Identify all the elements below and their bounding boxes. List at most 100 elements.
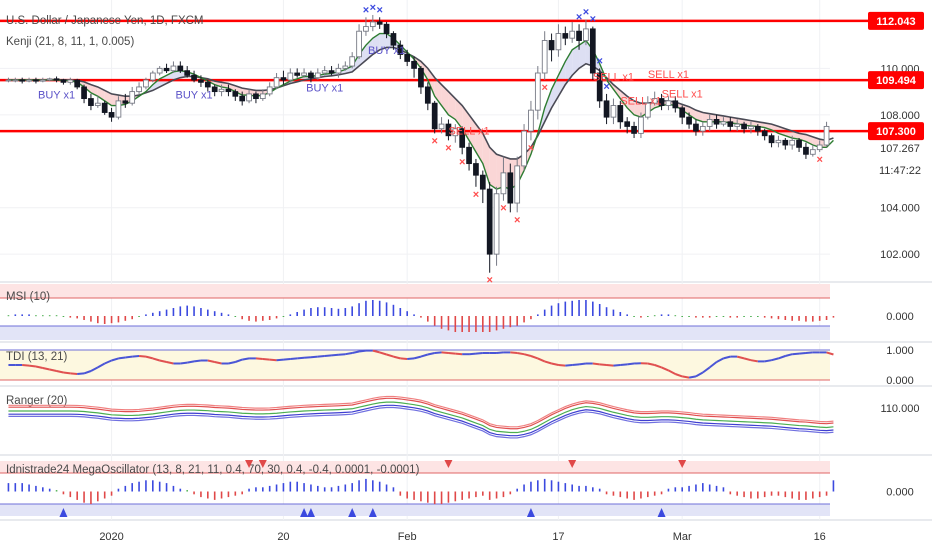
candle[interactable] (596, 68, 603, 108)
candle[interactable] (589, 26, 596, 80)
candle[interactable] (768, 133, 775, 148)
candle[interactable] (46, 77, 53, 82)
candle[interactable] (521, 124, 527, 171)
candle[interactable] (136, 82, 142, 94)
candle[interactable] (466, 142, 472, 171)
candle[interactable] (342, 61, 349, 71)
candle[interactable] (129, 86, 136, 106)
candle[interactable] (101, 100, 108, 115)
candle[interactable] (775, 135, 782, 148)
candle[interactable] (39, 77, 46, 83)
candle[interactable] (782, 138, 789, 150)
candle[interactable] (699, 121, 706, 136)
candle[interactable] (514, 156, 521, 213)
candle[interactable] (376, 17, 383, 29)
candle[interactable] (569, 21, 576, 43)
candle[interactable] (67, 77, 74, 85)
candle[interactable] (218, 84, 225, 97)
candle[interactable] (610, 98, 617, 125)
candle[interactable] (644, 96, 651, 120)
candle[interactable] (356, 24, 362, 60)
candle[interactable] (761, 128, 768, 141)
candle[interactable] (651, 91, 658, 106)
candle[interactable] (486, 182, 493, 273)
candle[interactable] (754, 124, 761, 136)
candle[interactable] (528, 100, 534, 141)
candle[interactable] (638, 112, 644, 139)
candle[interactable] (727, 117, 734, 132)
candle[interactable] (115, 96, 122, 120)
candle[interactable] (789, 135, 796, 150)
candle[interactable] (720, 117, 727, 127)
candle[interactable] (679, 105, 686, 125)
candle[interactable] (163, 63, 170, 74)
candle[interactable] (624, 117, 631, 134)
candle[interactable] (225, 84, 232, 97)
candle[interactable] (177, 61, 184, 74)
candle[interactable] (809, 145, 816, 157)
candle[interactable] (823, 121, 830, 148)
candle[interactable] (548, 33, 555, 62)
candle[interactable] (156, 66, 163, 76)
candle[interactable] (191, 70, 197, 83)
candle[interactable] (534, 66, 541, 120)
candle[interactable] (631, 121, 637, 139)
candle[interactable] (143, 77, 149, 90)
candle[interactable] (617, 100, 624, 129)
candle[interactable] (734, 119, 741, 132)
candle[interactable] (294, 68, 301, 78)
candle[interactable] (672, 96, 679, 113)
candle[interactable] (438, 117, 445, 134)
candle[interactable] (541, 31, 548, 80)
candle[interactable] (665, 96, 672, 111)
candle[interactable] (473, 158, 479, 187)
candle[interactable] (796, 138, 802, 152)
candle[interactable] (803, 142, 809, 159)
candle[interactable] (314, 68, 321, 80)
candle[interactable] (507, 163, 514, 213)
candle[interactable] (479, 170, 486, 204)
candle[interactable] (349, 52, 356, 69)
candle[interactable] (253, 91, 259, 104)
candle[interactable] (246, 89, 252, 104)
candle[interactable] (108, 107, 115, 122)
candle[interactable] (713, 114, 720, 129)
candle[interactable] (583, 19, 589, 46)
candle[interactable] (445, 119, 452, 141)
candle[interactable] (328, 66, 335, 76)
candle[interactable] (459, 126, 466, 155)
candle[interactable] (658, 93, 665, 111)
candle[interactable] (60, 78, 67, 85)
candle[interactable] (369, 14, 376, 32)
candle[interactable] (390, 31, 397, 50)
candle[interactable] (232, 89, 239, 101)
candle[interactable] (404, 49, 411, 67)
candle[interactable] (493, 186, 500, 266)
candle[interactable] (81, 84, 87, 104)
candle[interactable] (19, 77, 26, 84)
candle[interactable] (706, 114, 713, 132)
candle[interactable] (301, 68, 307, 78)
candle[interactable] (94, 96, 101, 108)
candle[interactable] (383, 21, 390, 39)
candle[interactable] (88, 93, 94, 111)
candle[interactable] (259, 89, 266, 101)
candle[interactable] (204, 79, 211, 92)
candle[interactable] (411, 56, 417, 78)
candle[interactable] (555, 24, 562, 57)
candle[interactable] (431, 100, 438, 134)
candle[interactable] (308, 70, 314, 83)
candle[interactable] (562, 26, 569, 46)
indicator-panes[interactable]: MSI (10) TDI (13, 21) Ranger (20) Idnistrad… (6, 291, 835, 517)
candle[interactable] (122, 93, 129, 108)
candle[interactable] (363, 17, 369, 36)
candle[interactable] (53, 76, 60, 83)
candle[interactable] (170, 61, 177, 74)
candle[interactable] (693, 119, 699, 136)
candle[interactable] (816, 140, 823, 152)
candle[interactable] (321, 66, 328, 76)
candle[interactable] (273, 73, 280, 90)
candle[interactable] (418, 66, 424, 94)
candle[interactable] (280, 70, 287, 85)
